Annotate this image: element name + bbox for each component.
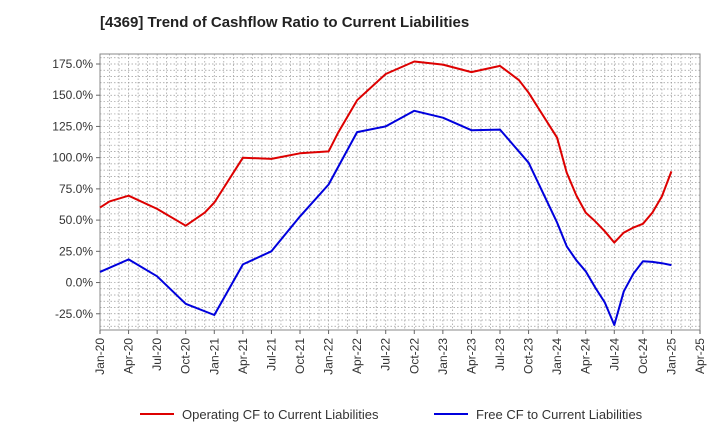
x-tick-label: Oct-20 <box>179 338 193 374</box>
plot-area <box>99 53 701 331</box>
x-tick-label: Apr-21 <box>236 338 250 374</box>
y-tick-label: 50.0% <box>59 213 93 227</box>
x-tick-label: Jul-20 <box>150 338 164 371</box>
x-tick-label: Jul-24 <box>607 338 621 371</box>
y-axis-ticks: -25.0% 0.0% 25.0% 50.0% 75.0% 100.0% 125.0% 150… <box>52 57 100 321</box>
x-tick-label: Apr-25 <box>693 338 707 374</box>
y-tick-label: 25.0% <box>59 244 93 258</box>
legend: Operating CF to Current Liabilities Free … <box>140 407 643 422</box>
x-tick-label: Jan-22 <box>322 338 336 375</box>
y-tick-label: 100.0% <box>52 151 93 165</box>
x-tick-label: Jan-21 <box>207 338 221 375</box>
y-tick-label: 0.0% <box>66 276 94 290</box>
x-tick-label: Jan-23 <box>436 338 450 375</box>
y-tick-label: -25.0% <box>55 307 93 321</box>
x-tick-label: Apr-22 <box>350 338 364 374</box>
series-layer <box>99 60 673 326</box>
y-tick-label: 75.0% <box>59 182 93 196</box>
x-tick-label: Apr-20 <box>122 338 136 374</box>
x-tick-label: Jan-25 <box>664 338 678 375</box>
legend-label-1: Operating CF to Current Liabilities <box>182 407 379 422</box>
series-line-1 <box>99 60 673 244</box>
x-axis-ticks: Jan-20 Apr-20 Jul-20 Oct-20 Jan-21 Apr-21 Jul-… <box>93 330 707 375</box>
x-tick-label: Oct-22 <box>407 338 421 374</box>
x-tick-label: Oct-21 <box>293 338 307 374</box>
series-line-2 <box>99 109 672 326</box>
x-tick-label: Apr-24 <box>579 338 593 374</box>
x-tick-label: Apr-23 <box>464 338 478 374</box>
x-tick-label: Oct-23 <box>522 338 536 374</box>
x-tick-label: Jul-21 <box>264 338 278 371</box>
legend-label-2: Free CF to Current Liabilities <box>476 407 643 422</box>
y-tick-label: 175.0% <box>52 57 93 71</box>
x-tick-label: Jul-23 <box>493 338 507 371</box>
x-tick-label: Oct-24 <box>636 338 650 374</box>
x-tick-label: Jan-20 <box>93 338 107 375</box>
x-tick-label: Jul-22 <box>379 338 393 371</box>
x-tick-label: Jan-24 <box>550 338 564 375</box>
y-tick-label: 150.0% <box>52 88 93 102</box>
grid-layer <box>99 54 701 330</box>
y-tick-label: 125.0% <box>52 119 93 133</box>
chart-title: [4369] Trend of Cashflow Ratio to Curren… <box>100 14 470 31</box>
